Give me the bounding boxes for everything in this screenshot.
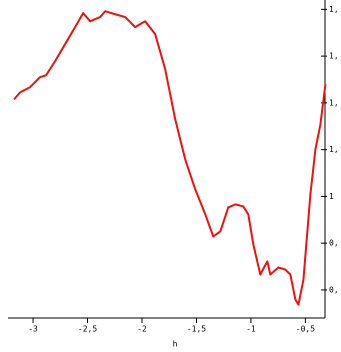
y-tick-label: 0, [329, 285, 339, 294]
x-tick-label: -2 [137, 325, 147, 334]
x-tick-label: -1 [246, 325, 256, 334]
x-axis-label: h [173, 340, 178, 349]
y-tick-label: 1, [329, 98, 339, 107]
y-tick-label: 1 [329, 192, 334, 201]
y-tick-label: 1, [329, 5, 339, 14]
y-tick-label: 1, [329, 52, 339, 61]
x-tick-label: -2,5 [78, 325, 97, 334]
y-tick-label: 1, [329, 145, 339, 154]
x-tick-label: -1,5 [187, 325, 206, 334]
x-tick-label: -3 [28, 325, 38, 334]
data-line [13, 10, 327, 306]
y-tick-label: 0, [329, 239, 339, 248]
x-tick-label: -0,5 [296, 325, 315, 334]
